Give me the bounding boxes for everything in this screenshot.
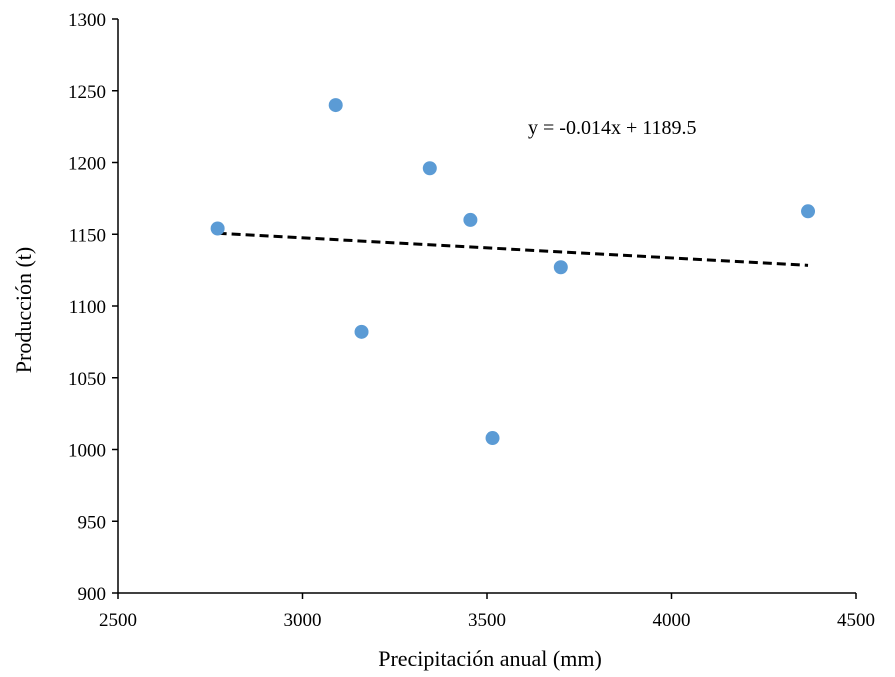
x-tick-label: 4000	[653, 610, 691, 631]
data-points	[210, 98, 816, 446]
data-point	[485, 431, 500, 446]
y-tick-label: 950	[78, 512, 107, 533]
y-tick-label: 1200	[68, 154, 106, 175]
y-tick-label: 1300	[68, 10, 106, 31]
y-tick-label: 1000	[68, 441, 106, 462]
y-axis-ticks: 900 950 1000 1050 1100 1150 1200 1250 1300	[68, 10, 118, 605]
y-tick-label: 1250	[68, 82, 106, 103]
y-tick-label: 900	[78, 584, 107, 605]
y-axis-title: Producción (t)	[11, 247, 36, 373]
trendline	[217, 231, 809, 267]
data-point	[210, 221, 225, 236]
x-axis-title: Precipitación anual (mm)	[378, 646, 602, 671]
y-tick-label: 1100	[69, 297, 106, 318]
y-tick-label: 1050	[68, 369, 106, 390]
data-point	[463, 212, 478, 227]
y-tick-label: 1150	[69, 225, 106, 246]
x-tick-label: 4500	[837, 610, 875, 631]
data-point	[328, 98, 343, 113]
x-tick-label: 3500	[468, 610, 506, 631]
data-point	[354, 324, 369, 339]
trendline-equation: y = -0.014x + 1189.5	[528, 117, 696, 139]
data-point	[801, 204, 816, 219]
x-tick-label: 3000	[284, 610, 322, 631]
data-point	[553, 260, 568, 275]
x-tick-label: 2500	[99, 610, 137, 631]
x-axis-ticks: 2500 3000 3500 4000 4500	[99, 593, 875, 631]
data-point	[422, 161, 437, 176]
